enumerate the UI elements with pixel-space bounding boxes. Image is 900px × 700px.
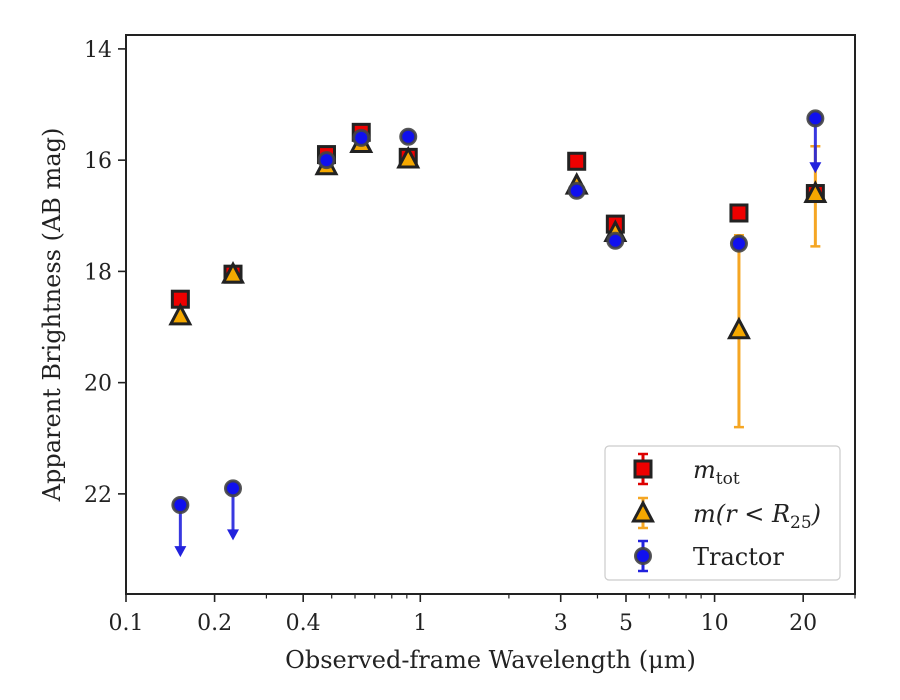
legend-marker-mr25 [631, 499, 655, 523]
series-mr25 [168, 130, 828, 429]
upper-limit-arrowhead [227, 529, 240, 541]
mr25-point-4 [396, 145, 421, 169]
legend-label-tractor: Tractor [693, 543, 784, 571]
legend-marker-tractor [634, 547, 652, 565]
tractor-point-5 [567, 181, 586, 200]
y-tick-label: 16 [84, 149, 112, 174]
tractor-point-7 [729, 234, 748, 253]
x-tick-label: 1 [413, 611, 427, 636]
mr25-point-7 [726, 316, 751, 340]
mr25-point-8 [803, 180, 828, 204]
mr25-point-0 [168, 302, 193, 326]
y-tick-label: 18 [84, 260, 112, 285]
y-tick-label: 20 [84, 372, 112, 397]
upper-limit-arrowhead [174, 546, 187, 558]
mtot-point-7 [729, 203, 749, 223]
y-axis-label: Apparent Brightness (AB mag) [38, 128, 66, 503]
x-axis-label: Observed-frame Wavelength (μm) [285, 646, 696, 674]
legend: mtot m(r < R25) Tractor [604, 445, 841, 581]
tractor-point-8 [806, 109, 825, 128]
tractor-point-2 [317, 151, 336, 170]
mtot-point-5 [567, 151, 587, 171]
legend-box [604, 445, 841, 581]
legend-label-mtot: mtot [693, 456, 740, 489]
plot-frame [125, 34, 856, 595]
x-tick-label: 0.1 [109, 611, 144, 636]
y-tick-label: 22 [84, 483, 112, 508]
series-mtot [170, 122, 825, 309]
legend-marker-mtot [633, 459, 653, 479]
x-tick-label: 10 [701, 611, 729, 636]
y-tick-label: 14 [84, 38, 112, 63]
series-tractor [171, 109, 825, 558]
tractor-point-1 [224, 479, 243, 498]
x-tick-label: 20 [789, 611, 817, 636]
mr25-point-1 [221, 260, 245, 284]
x-tick-label: 3 [554, 611, 568, 636]
tractor-point-4 [399, 127, 418, 146]
upper-limit-arrowhead [809, 162, 822, 174]
tractor-point-0 [171, 496, 190, 515]
tractor-point-6 [606, 231, 625, 250]
legend-label-mr25: m(r < R25) [693, 500, 821, 533]
x-tick-label: 0.4 [286, 611, 321, 636]
data-marks [168, 109, 828, 558]
axis-ticks: 0.1 0.2 0.4 1 3 5 10 20 14 16 18 20 22 [84, 38, 856, 636]
tractor-point-3 [352, 128, 371, 147]
x-tick-label: 5 [619, 611, 633, 636]
x-tick-label: 0.2 [197, 611, 232, 636]
